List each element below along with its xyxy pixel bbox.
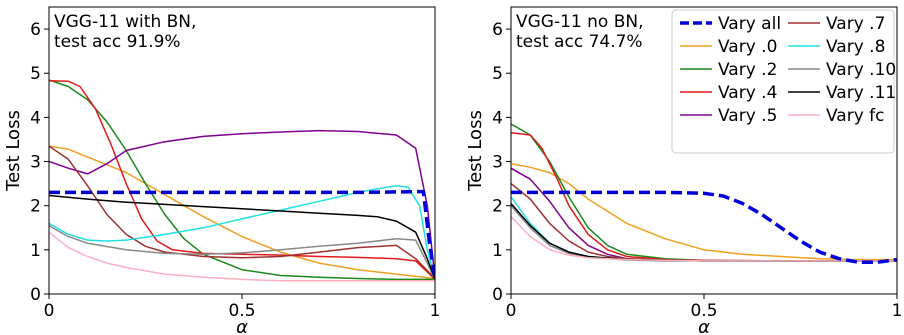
y-tick-label: 6 <box>492 20 503 40</box>
left-chart-with-bn: 0 0.5 1 0 1 2 3 4 5 6 α Test Loss VGG-11 with BN,tes… <box>3 6 441 335</box>
chart-annotation-line: VGG-11 with BN, <box>54 12 196 32</box>
x-axis-title: α <box>236 317 248 335</box>
series-group <box>49 79 435 282</box>
series-line-vary-fc <box>49 231 435 282</box>
y-tick-label: 1 <box>30 241 41 261</box>
y-axis-title: Test Loss <box>465 110 486 192</box>
y-tick-label: 4 <box>492 108 503 128</box>
legend-label-vary-4: Vary .4 <box>718 83 777 103</box>
legend-label-vary-11: Vary .11 <box>826 83 896 103</box>
legend-label-vary-8: Vary .8 <box>826 37 885 57</box>
x-tick-label: 0 <box>506 301 517 321</box>
y-axis-title: Test Loss <box>3 110 24 192</box>
legend-label-vary-5: Vary .5 <box>718 106 777 126</box>
y-tick-label: 5 <box>30 64 41 84</box>
series-group <box>511 123 897 264</box>
series-line-vary-11 <box>511 203 897 262</box>
series-line-vary-0 <box>511 162 897 261</box>
series-line-vary-11 <box>49 194 435 280</box>
y-tick-label: 0 <box>492 285 503 305</box>
y-tick-label: 4 <box>30 108 41 128</box>
series-line-vary-fc <box>511 216 897 262</box>
x-tick-label: 0.5 <box>690 301 717 321</box>
legend-label-vary-fc: Vary fc <box>826 106 885 126</box>
x-tick-label: 1 <box>892 301 903 321</box>
y-tick-label: 3 <box>30 153 41 173</box>
y-tick-label: 5 <box>492 64 503 84</box>
series-line-vary-4 <box>49 79 435 280</box>
legend: Vary all Vary .0 Vary .2 Vary .4 Vary .5 Vary… <box>671 9 896 154</box>
chart-annotation-line: VGG-11 no BN, <box>516 12 644 32</box>
x-axis-title: α <box>698 317 710 335</box>
y-tick-label: 3 <box>492 153 503 173</box>
x-tick-label: 1 <box>430 301 441 321</box>
x-tick-label: 0 <box>44 301 55 321</box>
legend-label-vary-all: Vary all <box>718 14 781 34</box>
right-chart-no-bn: 0 0.5 1 0 1 2 3 4 5 6 α Test Loss VGG-11 no BN,test … <box>465 6 903 335</box>
chart-annotation-line: test acc 74.7% <box>516 32 643 52</box>
series-line-vary-2 <box>49 79 435 281</box>
legend-label-vary-2: Vary .2 <box>718 60 777 80</box>
y-tick-label: 6 <box>30 20 41 40</box>
y-tick-label: 1 <box>492 241 503 261</box>
legend-label-vary-10: Vary .10 <box>826 60 896 80</box>
y-tick-label: 2 <box>30 197 41 217</box>
series-line-vary-5 <box>511 167 897 262</box>
series-line-vary-10 <box>49 224 435 280</box>
legend-label-vary-7: Vary .7 <box>826 14 885 34</box>
series-line-vary-5 <box>49 129 435 279</box>
y-tick-label: 2 <box>492 197 503 217</box>
legend-label-vary-0: Vary .0 <box>718 37 777 57</box>
series-line-vary-all <box>49 189 435 279</box>
chart-annotation-line: test acc 91.9% <box>54 32 181 52</box>
series-line-vary-all <box>511 190 897 264</box>
series-line-vary-8 <box>49 185 435 279</box>
y-tick-label: 0 <box>30 285 41 305</box>
x-tick-label: 0.5 <box>228 301 255 321</box>
series-line-vary-0 <box>49 145 435 280</box>
legend-box <box>671 9 895 154</box>
